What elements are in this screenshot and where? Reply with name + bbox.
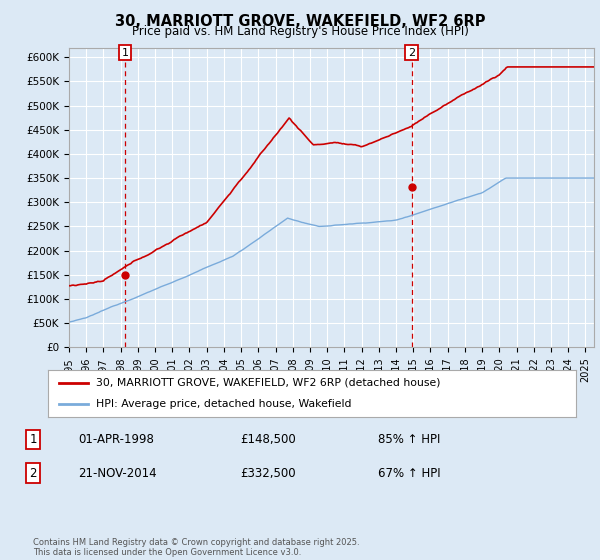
Text: 2: 2 xyxy=(29,466,37,480)
Text: Contains HM Land Registry data © Crown copyright and database right 2025.
This d: Contains HM Land Registry data © Crown c… xyxy=(33,538,359,557)
Text: 30, MARRIOTT GROVE, WAKEFIELD, WF2 6RP (detached house): 30, MARRIOTT GROVE, WAKEFIELD, WF2 6RP (… xyxy=(95,378,440,388)
Text: 85% ↑ HPI: 85% ↑ HPI xyxy=(378,433,440,446)
Text: £148,500: £148,500 xyxy=(240,433,296,446)
Text: 21-NOV-2014: 21-NOV-2014 xyxy=(78,466,157,480)
Text: 1: 1 xyxy=(29,433,37,446)
Text: 01-APR-1998: 01-APR-1998 xyxy=(78,433,154,446)
Text: 67% ↑ HPI: 67% ↑ HPI xyxy=(378,466,440,480)
Text: 1: 1 xyxy=(121,48,128,58)
Text: 30, MARRIOTT GROVE, WAKEFIELD, WF2 6RP: 30, MARRIOTT GROVE, WAKEFIELD, WF2 6RP xyxy=(115,14,485,29)
Text: 2: 2 xyxy=(408,48,415,58)
Text: HPI: Average price, detached house, Wakefield: HPI: Average price, detached house, Wake… xyxy=(95,399,351,409)
Text: £332,500: £332,500 xyxy=(240,466,296,480)
Text: Price paid vs. HM Land Registry's House Price Index (HPI): Price paid vs. HM Land Registry's House … xyxy=(131,25,469,38)
